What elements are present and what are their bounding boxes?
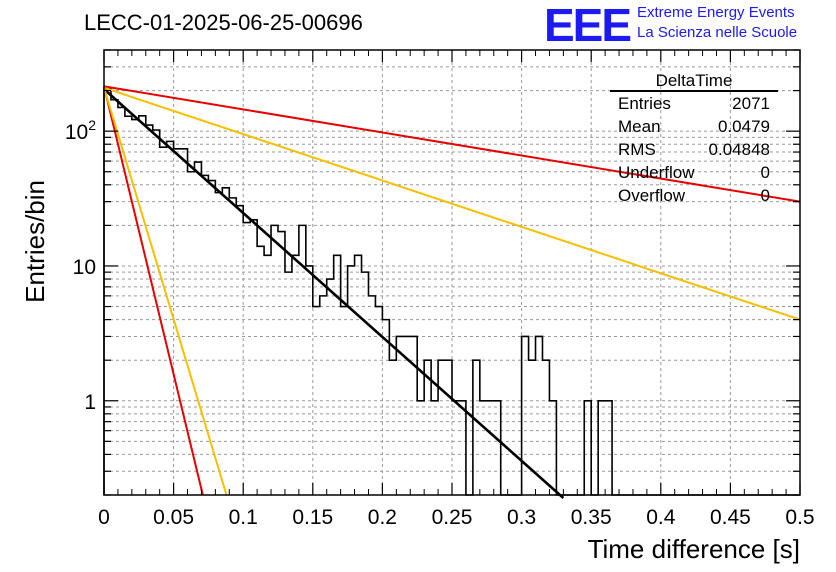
stats-value: 0.04848 bbox=[708, 140, 770, 159]
stats-box: DeltaTime Entries 2071 Mean 0.0479 RMS 0… bbox=[610, 71, 778, 211]
stats-key: Overflow bbox=[618, 186, 686, 205]
y-axis-label: Entries/bin bbox=[20, 180, 50, 303]
axis-tick-labels: 0 0.05 0.1 0.15 0.2 0.25 0.3 0.35 0.4 0.45 0.5 1 10 1… bbox=[65, 117, 815, 529]
stats-key: Mean bbox=[618, 117, 661, 136]
fit-curve bbox=[103, 87, 228, 496]
stats-value: 0 bbox=[760, 163, 770, 182]
fit-curve bbox=[103, 86, 204, 496]
stats-divider bbox=[610, 90, 778, 92]
x-tick-label: 0.4 bbox=[646, 506, 676, 529]
x-tick-label: 0.3 bbox=[507, 506, 536, 529]
stats-row-rms: RMS 0.04848 bbox=[618, 140, 770, 160]
y-tick-label: 1 bbox=[84, 391, 96, 414]
x-tick-label: 0.45 bbox=[710, 506, 751, 529]
x-tick-label: 0.15 bbox=[292, 506, 333, 529]
fit-curve bbox=[103, 85, 801, 203]
stats-key: RMS bbox=[618, 140, 656, 159]
x-tick-label: 0.25 bbox=[432, 506, 473, 529]
stats-row-overflow: Overflow 0 bbox=[618, 186, 770, 206]
page-title: LECC-01-2025-06-25-00696 bbox=[84, 10, 363, 35]
x-tick-label: 0.05 bbox=[153, 506, 194, 529]
x-tick-label: 0.35 bbox=[571, 506, 612, 529]
x-axis-label: Time difference [s] bbox=[587, 534, 800, 564]
stats-value: 2071 bbox=[732, 94, 770, 113]
stats-value: 0.0479 bbox=[718, 117, 770, 136]
eee-logo: EEE bbox=[544, 0, 632, 51]
stats-row-underflow: Underflow 0 bbox=[618, 163, 770, 183]
fit-curves bbox=[103, 85, 801, 499]
x-tick-label: 0 bbox=[98, 506, 110, 529]
y-tick-label: 102 bbox=[65, 117, 96, 144]
stats-row-entries: Entries 2071 bbox=[618, 94, 770, 114]
x-tick-label: 0.2 bbox=[368, 506, 397, 529]
fit-curve bbox=[103, 86, 801, 321]
x-tick-label: 0.1 bbox=[229, 506, 258, 529]
logo-subtitle-2: La Scienza nelle Scuole bbox=[637, 24, 798, 41]
stats-title: DeltaTime bbox=[655, 71, 733, 90]
x-tick-label: 0.5 bbox=[785, 506, 814, 529]
fit-curve bbox=[103, 88, 565, 499]
y-tick-label: 10 bbox=[73, 256, 96, 279]
stats-key: Underflow bbox=[618, 163, 695, 182]
stats-row-mean: Mean 0.0479 bbox=[618, 117, 770, 137]
axis-ticks bbox=[103, 49, 801, 496]
stats-value: 0 bbox=[760, 186, 770, 205]
stats-key: Entries bbox=[618, 94, 671, 113]
logo-subtitle-1: Extreme Energy Events bbox=[637, 4, 795, 21]
